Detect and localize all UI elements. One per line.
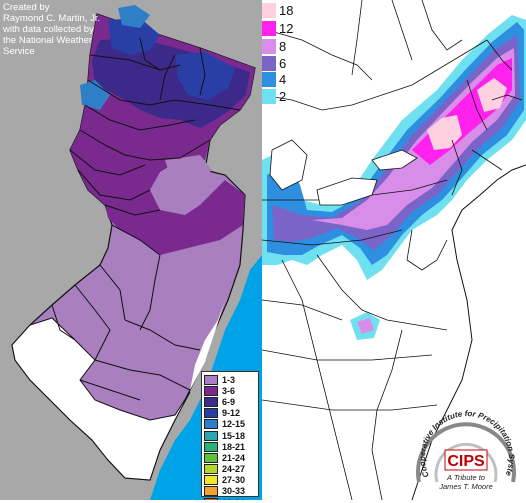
- legend-label: 3-6: [222, 385, 236, 396]
- legend-swatch: [262, 21, 276, 36]
- cips-plate: [444, 449, 488, 471]
- cips-logo-svg: Cooperative Institute for Precipitation …: [403, 365, 516, 491]
- legend-label: 6-9: [222, 396, 236, 407]
- legend-item: 24-27: [204, 464, 256, 475]
- legend-label: 8: [279, 39, 287, 54]
- legend-swatch: [262, 39, 276, 54]
- legend-swatch: [204, 374, 218, 385]
- legend-swatch: [262, 89, 276, 104]
- legend-item: 3-6: [204, 385, 256, 396]
- legend-swatch: [204, 419, 218, 430]
- legend-item: 12: [262, 21, 298, 36]
- legend-label: 2: [279, 89, 287, 104]
- legend-label: 6: [279, 56, 287, 71]
- credit-line: with data collected by: [3, 24, 94, 35]
- legend-swatch: [262, 56, 276, 71]
- legend-swatch: [204, 452, 218, 463]
- swath-18in: [427, 115, 462, 150]
- legend-item: 12-15: [204, 419, 256, 430]
- swath-8in: [312, 48, 515, 230]
- swath-4in: [267, 22, 524, 265]
- legend-swatch: [204, 396, 218, 407]
- legend-label: 1-3: [222, 374, 236, 385]
- legend-swatch: [204, 497, 218, 500]
- nj-map-svg: [11, 0, 262, 500]
- legend-label: 15-18: [222, 430, 246, 441]
- legend-swatch: [204, 430, 218, 441]
- ne-map-svg: [262, 0, 526, 500]
- legend-item: 2: [262, 89, 298, 104]
- legend-swatch: [204, 385, 218, 396]
- credit-line: the National Weather: [3, 35, 93, 46]
- legend-item: 18: [262, 3, 298, 18]
- legend-label: 12-15: [222, 419, 246, 430]
- legend-item: 6-9: [204, 396, 256, 407]
- legend-swatch: [262, 72, 276, 87]
- cips-tribute-1: A Tribute to: [446, 473, 485, 482]
- credit-line: Created by: [3, 2, 50, 13]
- legend-swatch: [204, 464, 218, 475]
- credit-line: Raymond C. Martin, Jr.: [3, 13, 101, 24]
- legend-item: 15-18: [204, 430, 256, 441]
- legend-label: 27-30: [222, 475, 246, 486]
- band-9-12: [108, 18, 160, 55]
- band-12-15-b: [80, 80, 110, 110]
- legend-label: 12: [279, 21, 294, 36]
- legend-item: 6: [262, 56, 298, 71]
- swath-18in-b: [477, 78, 507, 112]
- swath-6in: [272, 35, 520, 250]
- legend-label: 30-33: [222, 486, 246, 497]
- legend-swatch: [204, 441, 218, 452]
- atlantic-ocean: [412, 165, 526, 500]
- cips-acronym: CIPS: [447, 453, 485, 470]
- legend-item: 18-21: [204, 441, 256, 452]
- legend-swatch: [204, 408, 218, 419]
- legend-label: 18: [279, 3, 294, 18]
- legend-label: 21-24: [222, 452, 246, 463]
- legend-swatch: [204, 475, 218, 486]
- legend-item: 30-33: [204, 486, 256, 497]
- legend-item: 27-30: [204, 475, 256, 486]
- nj-legend: 1-3 3-6 6-9 9-12 12-15 15-18 18-21 21-24…: [201, 371, 259, 500]
- legend-label: 18-21: [222, 441, 246, 452]
- legend-item: 8: [262, 39, 298, 54]
- legend-item: 21-24: [204, 452, 256, 463]
- great-lakes: [269, 139, 418, 206]
- northeast-snowfall-map: 18 12 8 6 4 2: [262, 0, 526, 500]
- ne-legend: 18 12 8 6 4 2: [262, 0, 298, 108]
- legend-label: 4: [279, 72, 287, 87]
- band-1-3-mid: [165, 155, 212, 185]
- credit-text: Created by Raymond C. Martin, Jr. with d…: [3, 2, 123, 57]
- legend-label: 33-36: [222, 498, 245, 500]
- cips-tribute-2: James T. Moore: [438, 482, 493, 491]
- nj-snowfall-map: Created by Raymond C. Martin, Jr. with d…: [0, 0, 262, 500]
- swath-south-inner: [357, 318, 374, 334]
- legend-item: 4: [262, 72, 298, 87]
- arch-inner: [434, 442, 498, 483]
- no-snow-south: [11, 317, 191, 481]
- arch-outer: [416, 422, 516, 483]
- legend-swatch: [204, 486, 218, 497]
- no-snow-east: [190, 300, 225, 390]
- legend-label: 24-27: [222, 464, 246, 475]
- legend-item: 1-3: [204, 374, 256, 385]
- legend-item: 33-36: [204, 497, 256, 500]
- legend-item: 9-12: [204, 408, 256, 419]
- credit-line: Service: [3, 46, 35, 57]
- legend-label: 9-12: [222, 408, 241, 419]
- cips-logo: Cooperative Institute for Precipitation …: [403, 365, 524, 498]
- band-12-15: [118, 5, 150, 28]
- county-lines: [51, 37, 241, 401]
- legend-swatch: [262, 3, 276, 18]
